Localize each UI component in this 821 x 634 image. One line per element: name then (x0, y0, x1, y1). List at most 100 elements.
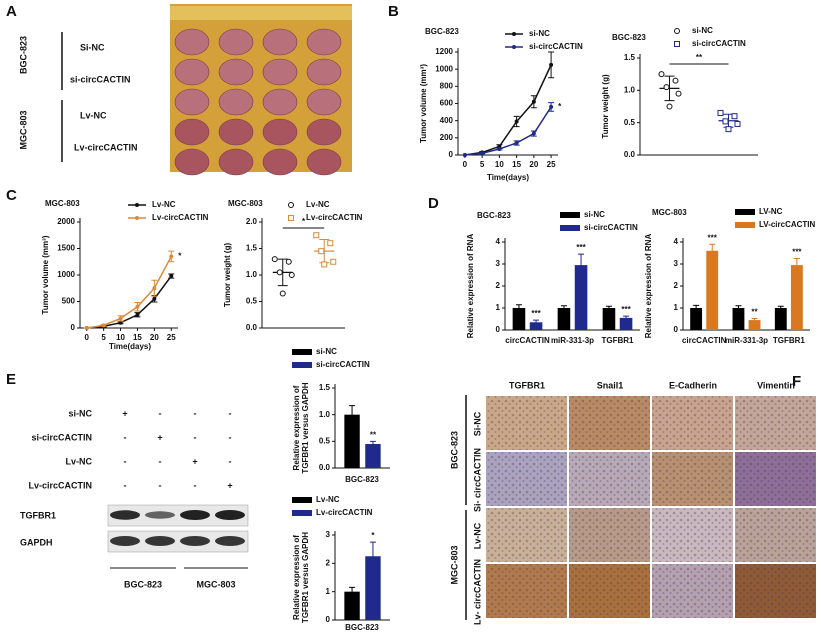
y-tick-label: 2 (674, 281, 679, 290)
data-point (135, 312, 140, 317)
row-label: Lv-circCACTIN (74, 142, 138, 152)
bar (690, 308, 703, 330)
legend-label: Lv-NC (306, 200, 330, 209)
legend-swatch (512, 32, 516, 36)
legend-label: LV-NC (759, 207, 783, 216)
y-axis-label: Tumor volume (mm³) (419, 64, 428, 143)
chart-title: BGC-823 (425, 27, 459, 36)
chart-title: MGC-803 (652, 208, 687, 217)
x-tick-label: TGFBR1 (773, 336, 806, 345)
error-bar (515, 304, 522, 312)
x-tick-label: TGFBR1 (602, 336, 635, 345)
condition-mark: - (229, 432, 232, 442)
y-tick-label: 0 (496, 325, 501, 334)
group-label: BGC-823 (18, 36, 28, 74)
panel-letter: B (388, 3, 399, 20)
ihc-texture (735, 452, 816, 506)
tumor (306, 28, 342, 56)
data-point (480, 151, 485, 156)
y-axis-label: Tumor volume (mm³) (41, 235, 50, 314)
data-point (717, 109, 724, 116)
data-point (675, 90, 682, 97)
data-point (666, 103, 673, 110)
ihc-texture (486, 396, 567, 450)
data-point (318, 248, 325, 255)
bar (365, 444, 381, 468)
data-point (514, 119, 519, 124)
data-point (313, 232, 320, 239)
row-label: Si- circCACTIN (472, 448, 482, 512)
condition-mark: - (229, 408, 232, 418)
data-point (321, 261, 328, 268)
data-point (276, 269, 283, 276)
panel-letter: F (792, 373, 801, 390)
band (110, 536, 140, 546)
condition-label: Lv-circCACTIN (28, 480, 92, 490)
significance: ** (370, 430, 377, 439)
tumor (262, 148, 298, 176)
y-tick-label: 1.0 (246, 270, 258, 279)
y-tick-label: 2 (326, 558, 331, 567)
panel-letter: D (428, 195, 439, 212)
ihc-texture (735, 508, 816, 562)
error-bar (369, 541, 376, 571)
legend-swatch (288, 215, 294, 221)
tumor (306, 118, 342, 146)
y-tick-label: 1000 (435, 64, 453, 73)
y-tick-label: 600 (440, 99, 454, 108)
y-tick-label: 3 (496, 259, 501, 268)
y-axis-label: Relative expression of (292, 535, 301, 620)
data-point (152, 296, 157, 301)
condition-mark: - (124, 456, 127, 466)
x-tick-label: 5 (101, 333, 106, 342)
legend-swatch (735, 222, 755, 228)
column-label: E-Cadherin (669, 380, 717, 390)
western-blot (107, 504, 249, 569)
error-bar (349, 405, 356, 425)
y-tick-label: 200 (440, 133, 454, 142)
y-tick-label: 0.5 (246, 297, 258, 306)
bar (790, 265, 803, 330)
condition-label: si-circCACTIN (31, 432, 92, 442)
x-tick-label: 0 (463, 160, 468, 169)
ihc-texture (735, 396, 816, 450)
error-bar (793, 258, 800, 273)
legend-label: Lv-circCACTIN (306, 213, 363, 222)
bar (732, 308, 745, 330)
tumor (218, 88, 254, 116)
y-tick-label: 1 (326, 587, 331, 596)
legend-label: si-NC (692, 26, 713, 35)
y-tick-label: 1 (496, 303, 501, 312)
condition-mark: - (159, 408, 162, 418)
condition-mark: + (157, 432, 162, 442)
x-axis-label: Time(days) (487, 173, 529, 182)
condition-mark: - (194, 432, 197, 442)
x-tick-label: 25 (547, 160, 556, 169)
y-tick-label: 0.5 (624, 118, 636, 127)
column-label: TGFBR1 (509, 380, 545, 390)
legend-swatch (135, 216, 139, 220)
legend-swatch (135, 203, 139, 207)
tumor (174, 118, 210, 146)
tumor (262, 118, 298, 146)
legend-swatch (512, 45, 516, 49)
band (215, 536, 245, 546)
data-point (549, 104, 554, 109)
error-bar (735, 305, 742, 311)
x-tick-label: 10 (495, 160, 504, 169)
data-point (327, 240, 334, 247)
ihc-texture (486, 508, 567, 562)
condition-mark: - (194, 408, 197, 418)
ihc-texture (652, 564, 733, 618)
y-tick-label: 800 (440, 81, 454, 90)
condition-mark: - (194, 480, 197, 490)
bar (529, 322, 543, 330)
condition-mark: - (124, 480, 127, 490)
legend-label: si-circCACTIN (692, 39, 746, 48)
panel-letter: A (6, 3, 17, 20)
y-tick-label: 1.5 (624, 53, 636, 62)
chart-title: BGC-823 (477, 211, 511, 220)
bar (512, 308, 526, 330)
ihc-texture (569, 564, 650, 618)
ihc-texture (652, 452, 733, 506)
